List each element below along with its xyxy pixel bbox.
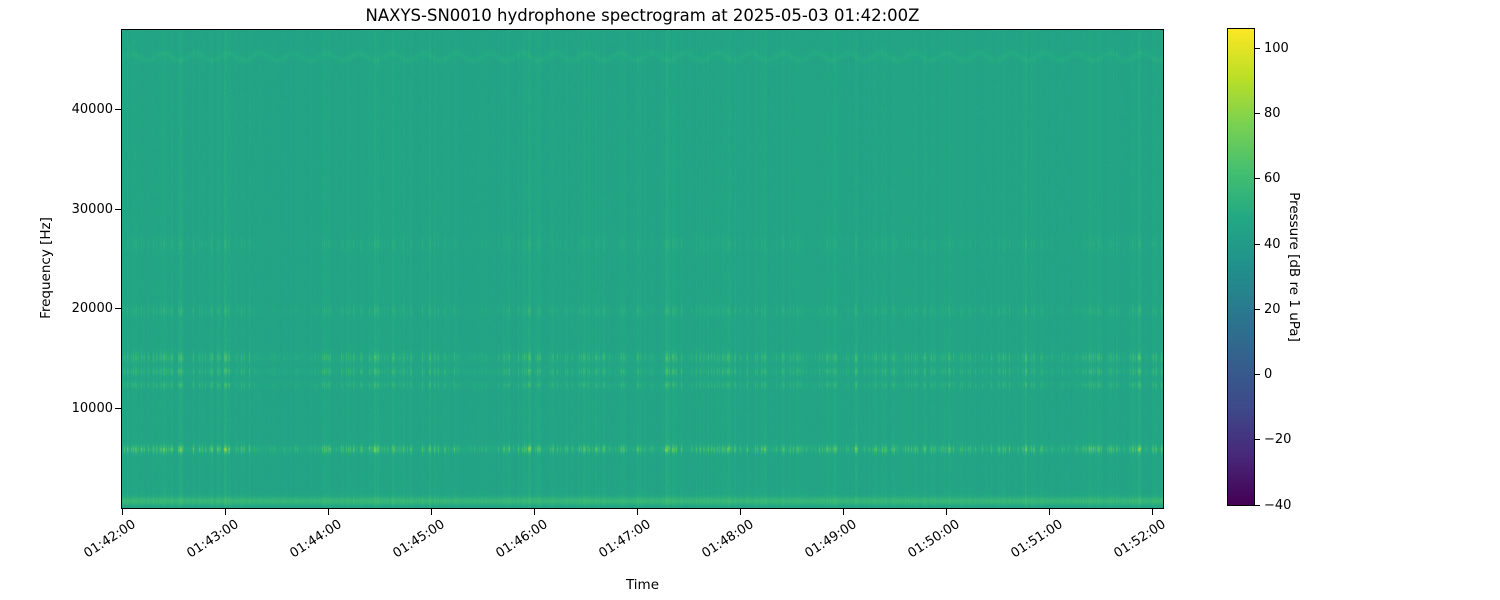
- x-tick-label: 01:47:00: [596, 517, 654, 562]
- colorbar-tick-label: −20: [1264, 432, 1292, 448]
- x-tick-label: 01:50:00: [905, 517, 963, 562]
- x-tick-mark: [1152, 509, 1154, 515]
- chart-title: NAXYS-SN0010 hydrophone spectrogram at 2…: [365, 6, 920, 25]
- y-tick-label: 20000: [71, 301, 113, 317]
- colorbar-tick-mark: [1255, 374, 1260, 376]
- y-tick-mark: [115, 109, 121, 111]
- x-axis-label: Time: [625, 577, 660, 593]
- y-tick-label: 40000: [71, 102, 113, 118]
- colorbar-tick-label: 0: [1264, 367, 1273, 383]
- x-tick-label: 01:49:00: [802, 517, 860, 562]
- x-tick-mark: [224, 509, 226, 515]
- y-tick-mark: [115, 208, 121, 210]
- colorbar-gradient: [1228, 29, 1254, 505]
- colorbar-tick-label: 60: [1264, 171, 1281, 187]
- x-tick-label: 01:46:00: [493, 517, 551, 562]
- colorbar-tick-mark: [1255, 439, 1260, 441]
- x-tick-mark: [430, 509, 432, 515]
- colorbar-tick-mark: [1255, 243, 1260, 245]
- y-tick-mark: [115, 407, 121, 409]
- x-tick-mark: [121, 509, 123, 515]
- colorbar-tick-label: 80: [1264, 106, 1281, 122]
- y-tick-label: 10000: [71, 400, 113, 416]
- colorbar-tick-mark: [1255, 178, 1260, 180]
- x-tick-mark: [946, 509, 948, 515]
- x-tick-mark: [636, 509, 638, 515]
- colorbar-tick-mark: [1255, 308, 1260, 310]
- plot-area: [121, 29, 1164, 509]
- x-tick-label: 01:48:00: [699, 517, 757, 562]
- colorbar-tick-label: −40: [1264, 497, 1292, 513]
- y-axis-label: Frequency [Hz]: [38, 217, 54, 319]
- x-tick-label: 01:42:00: [81, 517, 139, 562]
- colorbar: [1227, 28, 1255, 506]
- y-tick-label: 30000: [71, 201, 113, 217]
- colorbar-tick-label: 100: [1264, 41, 1289, 57]
- x-tick-label: 01:52:00: [1111, 517, 1169, 562]
- y-tick-mark: [115, 308, 121, 310]
- colorbar-label: Pressure [dB re 1 uPa]: [1286, 192, 1302, 342]
- x-tick-label: 01:51:00: [1008, 517, 1066, 562]
- x-tick-mark: [739, 509, 741, 515]
- x-tick-label: 01:44:00: [287, 517, 345, 562]
- spectrogram-canvas: [122, 30, 1163, 508]
- x-tick-label: 01:45:00: [390, 517, 448, 562]
- x-tick-label: 01:43:00: [184, 517, 242, 562]
- x-tick-mark: [327, 509, 329, 515]
- colorbar-tick-mark: [1255, 48, 1260, 50]
- x-tick-mark: [533, 509, 535, 515]
- x-tick-mark: [842, 509, 844, 515]
- colorbar-tick-mark: [1255, 113, 1260, 115]
- colorbar-tick-label: 40: [1264, 236, 1281, 252]
- colorbar-tick-label: 20: [1264, 301, 1281, 317]
- x-tick-mark: [1049, 509, 1051, 515]
- colorbar-tick-mark: [1255, 504, 1260, 506]
